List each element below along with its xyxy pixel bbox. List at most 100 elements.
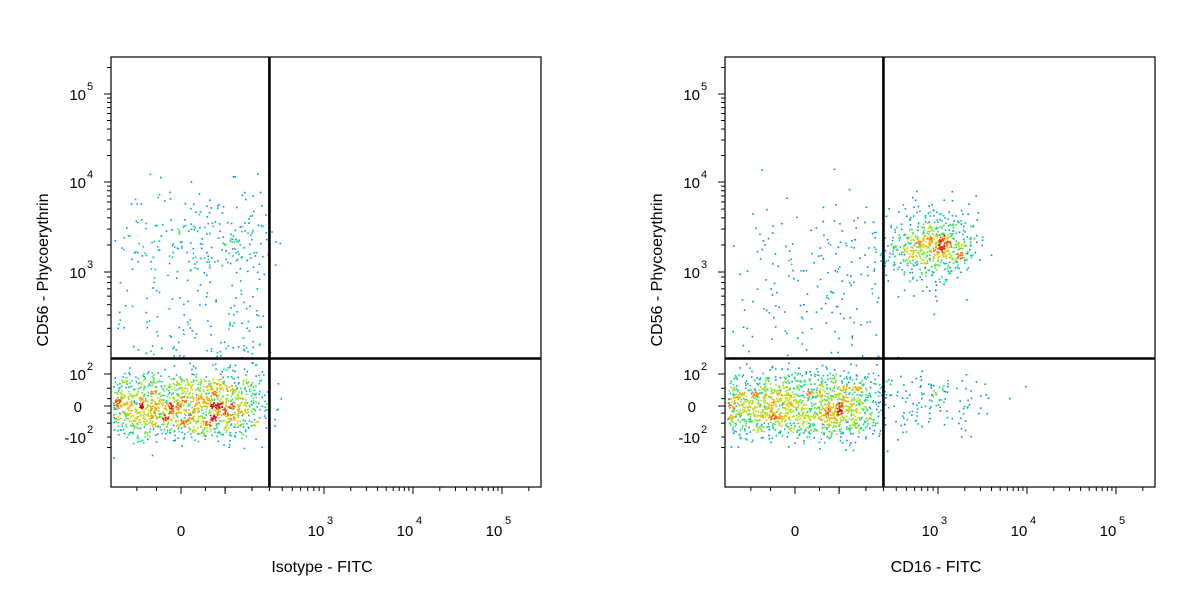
event-dot: [196, 261, 198, 264]
event-dot: [869, 413, 871, 415]
event-dot: [925, 271, 927, 273]
event-dot: [202, 412, 205, 415]
event-dot: [205, 424, 207, 426]
event-dot: [772, 401, 774, 403]
event-dot: [255, 438, 257, 440]
event-dot: [256, 271, 259, 274]
event-dot: [813, 416, 815, 419]
event-dot: [206, 396, 209, 399]
event-dot: [155, 441, 158, 443]
event-dot: [728, 398, 730, 400]
event-dot: [797, 419, 799, 422]
event-dot: [934, 264, 937, 267]
event-dot: [181, 241, 183, 243]
event-dot: [742, 326, 745, 328]
event-dot: [258, 393, 260, 395]
event-dot: [810, 408, 813, 410]
event-dot: [143, 413, 146, 415]
event-dot: [218, 430, 221, 433]
event-dot: [846, 426, 848, 428]
event-dot: [164, 408, 167, 411]
event-dot: [147, 434, 149, 436]
event-dot: [884, 417, 886, 419]
event-dot: [126, 401, 129, 404]
event-dot: [927, 212, 930, 215]
event-dot: [889, 394, 891, 396]
event-dot: [894, 255, 896, 258]
event-dot: [261, 446, 263, 448]
event-dot: [834, 381, 837, 384]
event-dot: [786, 411, 789, 414]
event-dot: [919, 240, 922, 243]
event-dot: [949, 224, 952, 226]
event-dot: [784, 407, 787, 409]
event-dot: [139, 412, 141, 414]
event-dot: [131, 305, 134, 308]
event-dot: [258, 278, 261, 280]
event-dot: [187, 323, 190, 326]
event-dot: [787, 374, 789, 376]
event-dot: [940, 399, 942, 401]
event-dot: [210, 411, 213, 414]
event-dot: [240, 387, 242, 390]
event-dot: [219, 230, 221, 233]
event-dot: [237, 376, 239, 379]
event-dot: [822, 206, 825, 209]
event-dot: [826, 406, 829, 409]
event-dot: [242, 382, 244, 385]
event-dot: [203, 399, 205, 401]
event-dot: [180, 377, 182, 380]
event-dot: [119, 383, 121, 385]
event-dot: [730, 420, 733, 422]
event-dot: [277, 383, 280, 385]
event-dot: [861, 403, 863, 405]
event-dot: [819, 448, 821, 450]
event-dot: [985, 394, 988, 396]
event-dot: [831, 291, 834, 294]
event-dot: [928, 258, 931, 260]
event-dot: [193, 374, 195, 376]
event-dot: [128, 410, 131, 412]
event-dot: [253, 413, 255, 415]
event-dot: [937, 234, 939, 236]
event-dot: [239, 431, 241, 433]
event-dot: [735, 387, 738, 390]
event-dot: [956, 276, 959, 279]
event-dot: [208, 385, 211, 387]
event-dot: [159, 392, 161, 395]
y-tick-exponent: 2: [701, 361, 707, 373]
event-dot: [847, 381, 850, 383]
event-dot: [178, 231, 180, 234]
event-dot: [849, 431, 852, 433]
event-dot: [850, 405, 853, 408]
event-dot: [860, 387, 863, 390]
event-dot: [234, 423, 236, 426]
event-dot: [835, 421, 837, 424]
event-dot: [117, 425, 120, 427]
event-dot: [152, 424, 154, 426]
event-dot: [764, 382, 767, 385]
event-dot: [252, 340, 254, 343]
event-dot: [756, 406, 758, 409]
event-dot: [113, 404, 115, 407]
event-dot: [767, 414, 769, 417]
event-dot: [750, 406, 752, 409]
event-dot: [792, 404, 794, 407]
event-dot: [116, 406, 119, 408]
event-dot: [730, 386, 733, 389]
event-dot: [166, 400, 168, 402]
event-dot: [230, 400, 232, 402]
event-dot: [118, 311, 121, 314]
event-dot: [205, 411, 207, 413]
event-dot: [938, 252, 940, 254]
event-dot: [761, 248, 764, 251]
event-dot: [199, 284, 202, 286]
event-dot: [739, 409, 742, 412]
event-dot: [875, 231, 877, 234]
event-dot: [851, 337, 853, 339]
event-dot: [943, 232, 945, 235]
event-dot: [205, 435, 207, 437]
event-dot: [240, 289, 242, 292]
event-dot: [758, 401, 760, 404]
event-dot: [820, 431, 823, 434]
